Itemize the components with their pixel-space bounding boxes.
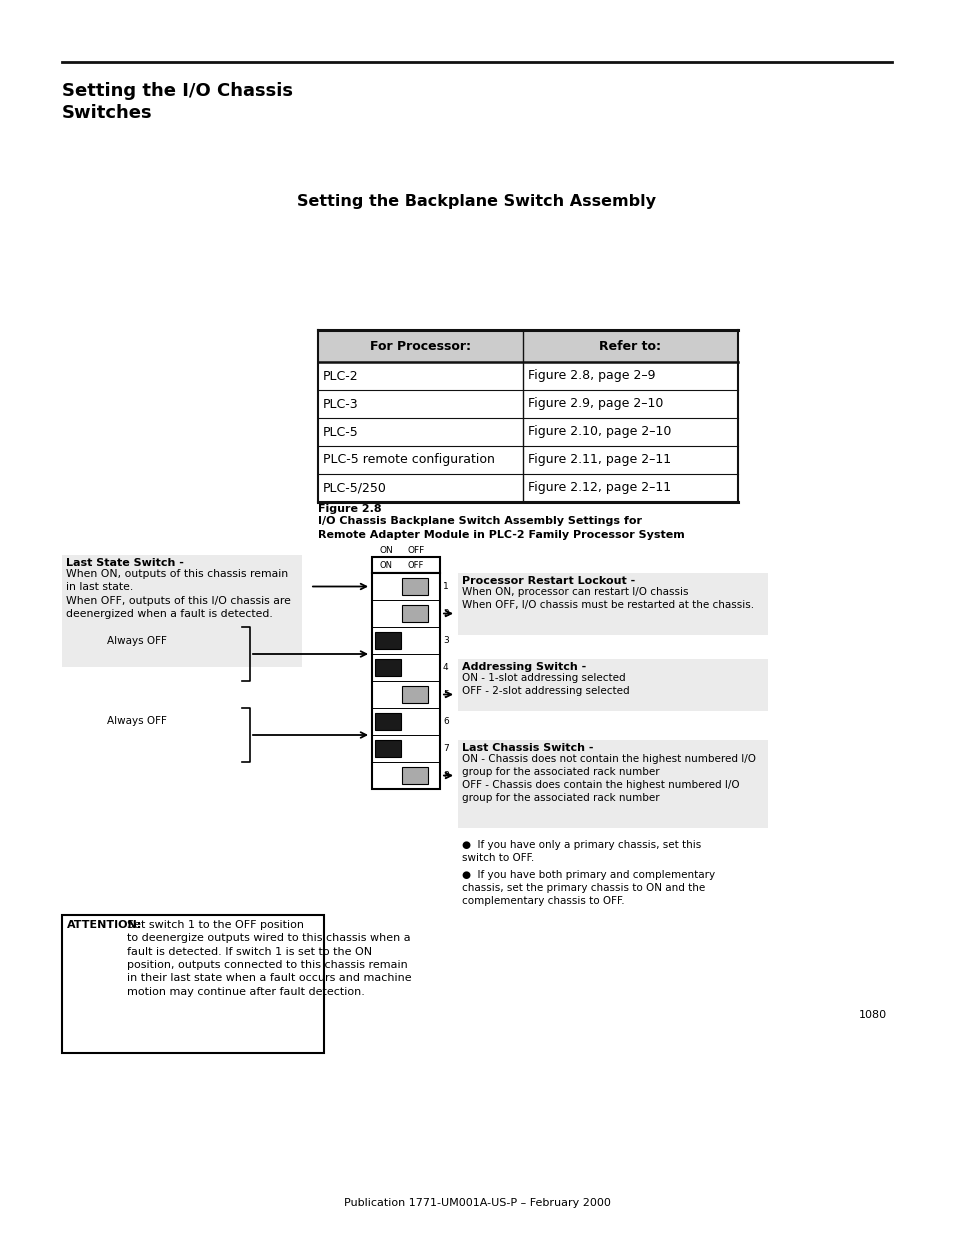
Text: Last Chassis Switch -: Last Chassis Switch -	[461, 743, 593, 753]
Text: When ON, processor can restart I/O chassis
When OFF, I/O chassis must be restart: When ON, processor can restart I/O chass…	[461, 587, 753, 610]
Text: ON: ON	[378, 546, 393, 555]
Bar	[375, 740, 400, 757]
Bar	[401, 687, 428, 703]
Text: Always OFF: Always OFF	[107, 716, 167, 726]
Bar	[375, 632, 400, 648]
Text: Figure 2.8: Figure 2.8	[317, 504, 381, 514]
Text: ATTENTION:: ATTENTION:	[67, 920, 142, 930]
Text: Processor Restart Lockout -: Processor Restart Lockout -	[461, 576, 635, 585]
Text: 5: 5	[442, 690, 448, 699]
Text: PLC-5: PLC-5	[323, 426, 358, 438]
Text: 8: 8	[442, 771, 448, 781]
Text: OFF: OFF	[407, 546, 424, 555]
Text: PLC-2: PLC-2	[323, 369, 358, 383]
Text: Publication 1771-UM001A-US-P – February 2000: Publication 1771-UM001A-US-P – February …	[343, 1198, 610, 1208]
Text: I/O Chassis Backplane Switch Assembly Settings for
Remote Adapter Module in PLC-: I/O Chassis Backplane Switch Assembly Se…	[317, 516, 684, 540]
Bar	[317, 330, 738, 362]
Text: PLC-5/250: PLC-5/250	[323, 482, 387, 494]
Bar	[62, 555, 302, 667]
Text: Figure 2.8, page 2–9: Figure 2.8, page 2–9	[527, 369, 655, 383]
Text: 6: 6	[442, 718, 448, 726]
Text: PLC-3: PLC-3	[323, 398, 358, 410]
Text: Setting the I/O Chassis
Switches: Setting the I/O Chassis Switches	[62, 82, 293, 122]
Bar	[375, 713, 400, 730]
Text: Addressing Switch -: Addressing Switch -	[461, 662, 586, 672]
Text: PLC-5 remote configuration: PLC-5 remote configuration	[323, 453, 495, 467]
Text: 2: 2	[442, 609, 448, 618]
Bar	[401, 578, 428, 595]
Bar	[401, 605, 428, 622]
Bar	[375, 659, 400, 676]
Text: 4: 4	[442, 663, 448, 672]
Bar	[372, 573, 439, 789]
Text: ●  If you have both primary and complementary
chassis, set the primary chassis t: ● If you have both primary and complemen…	[461, 869, 715, 906]
Text: 3: 3	[442, 636, 448, 645]
Bar	[401, 767, 428, 784]
Text: ●  If you have only a primary chassis, set this
switch to OFF.: ● If you have only a primary chassis, se…	[461, 840, 700, 863]
Text: ON - 1-slot addressing selected
OFF - 2-slot addressing selected: ON - 1-slot addressing selected OFF - 2-…	[461, 673, 629, 697]
Text: 1080: 1080	[858, 1010, 886, 1020]
Text: Figure 2.12, page 2–11: Figure 2.12, page 2–11	[527, 482, 670, 494]
Text: Last State Switch -: Last State Switch -	[66, 558, 184, 568]
Text: ON: ON	[379, 561, 392, 569]
Bar	[62, 915, 324, 1053]
Text: Figure 2.11, page 2–11: Figure 2.11, page 2–11	[527, 453, 670, 467]
Text: When ON, outputs of this chassis remain
in last state.
When OFF, outputs of this: When ON, outputs of this chassis remain …	[66, 569, 291, 619]
Bar	[457, 740, 767, 827]
Text: Figure 2.10, page 2–10: Figure 2.10, page 2–10	[527, 426, 671, 438]
Text: ON - Chassis does not contain the highest numbered I/O
group for the associated : ON - Chassis does not contain the highes…	[461, 755, 755, 803]
Text: 1: 1	[442, 582, 448, 592]
Text: Set switch 1 to the OFF position
to deenergize outputs wired to this chassis whe: Set switch 1 to the OFF position to deen…	[127, 920, 411, 997]
Bar	[457, 573, 767, 635]
Text: Setting the Backplane Switch Assembly: Setting the Backplane Switch Assembly	[297, 194, 656, 209]
Text: Always OFF: Always OFF	[107, 636, 167, 646]
Text: Refer to:: Refer to:	[598, 340, 660, 352]
Text: OFF: OFF	[407, 561, 424, 569]
Text: For Processor:: For Processor:	[370, 340, 471, 352]
Bar	[457, 659, 767, 711]
Text: Figure 2.9, page 2–10: Figure 2.9, page 2–10	[527, 398, 662, 410]
Text: 7: 7	[442, 743, 448, 753]
Bar	[372, 557, 439, 573]
